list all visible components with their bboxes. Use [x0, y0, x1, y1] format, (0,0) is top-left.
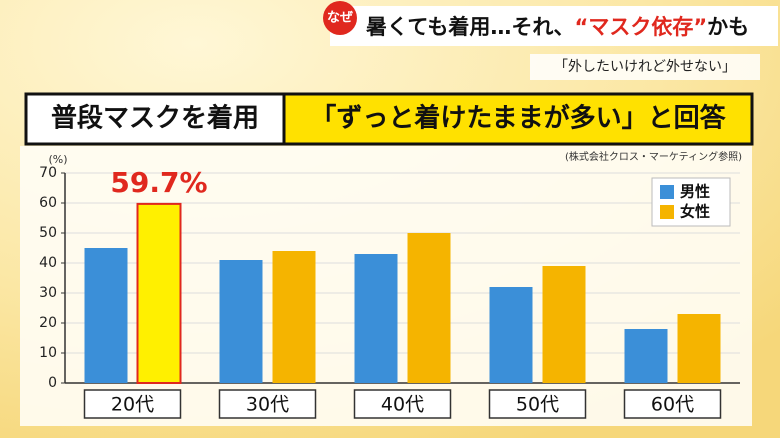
y-tick-label: 70 — [39, 165, 57, 181]
y-unit: (%) — [48, 153, 67, 166]
bar — [624, 329, 668, 383]
y-tick-label: 40 — [39, 255, 57, 271]
category-box — [353, 389, 452, 419]
x-tick-label: 60代 — [651, 394, 694, 416]
bar — [489, 287, 533, 383]
banner-left: 普段マスクを着用 — [51, 103, 259, 134]
bar — [542, 266, 586, 383]
subtitle-box — [530, 54, 760, 80]
x-tick-label: 30代 — [246, 394, 289, 416]
bar — [677, 314, 721, 383]
badge-circle — [323, 1, 357, 35]
x-tick-label: 50代 — [516, 394, 559, 416]
legend-label: 女性 — [680, 203, 710, 221]
y-tick-label: 50 — [39, 225, 57, 241]
bar — [84, 248, 128, 383]
bar — [219, 260, 263, 383]
category-box — [488, 389, 587, 419]
category-box — [623, 389, 722, 419]
banner-right-box — [282, 92, 754, 146]
bar — [136, 202, 182, 384]
y-tick-label: 0 — [48, 375, 57, 391]
legend-swatch — [660, 205, 674, 219]
legend-swatch — [660, 185, 674, 199]
banner-left-box — [24, 92, 286, 146]
headline-part: 暑くても着用…それ、 — [366, 15, 575, 39]
legend-label: 男性 — [680, 183, 710, 201]
x-tick-label: 40代 — [381, 394, 424, 416]
bar — [354, 254, 398, 383]
bar — [272, 251, 316, 383]
badge: なぜ — [327, 11, 353, 26]
y-tick-label: 30 — [39, 285, 57, 301]
bar — [407, 233, 451, 383]
subtitle: 「外したいけれど外せない」 — [554, 59, 736, 75]
banner-right: 「ずっと着けたままが多い」と回答 — [310, 103, 726, 134]
headline: 暑くても着用…それ、“マスク依存”かも — [366, 15, 749, 39]
x-tick-label: 20代 — [111, 394, 154, 416]
y-tick-label: 20 — [39, 315, 57, 331]
category-box — [83, 389, 182, 419]
value-label: 59.7% — [110, 166, 207, 199]
headline-box — [330, 6, 778, 46]
headline-part: かも — [707, 15, 749, 39]
y-tick-label: 10 — [39, 345, 57, 361]
y-tick-label: 60 — [39, 195, 57, 211]
source: (株式会社クロス・マーケティング参照) — [565, 150, 742, 163]
category-box — [218, 389, 317, 419]
headline-emphasis: “マスク依存” — [575, 15, 708, 39]
